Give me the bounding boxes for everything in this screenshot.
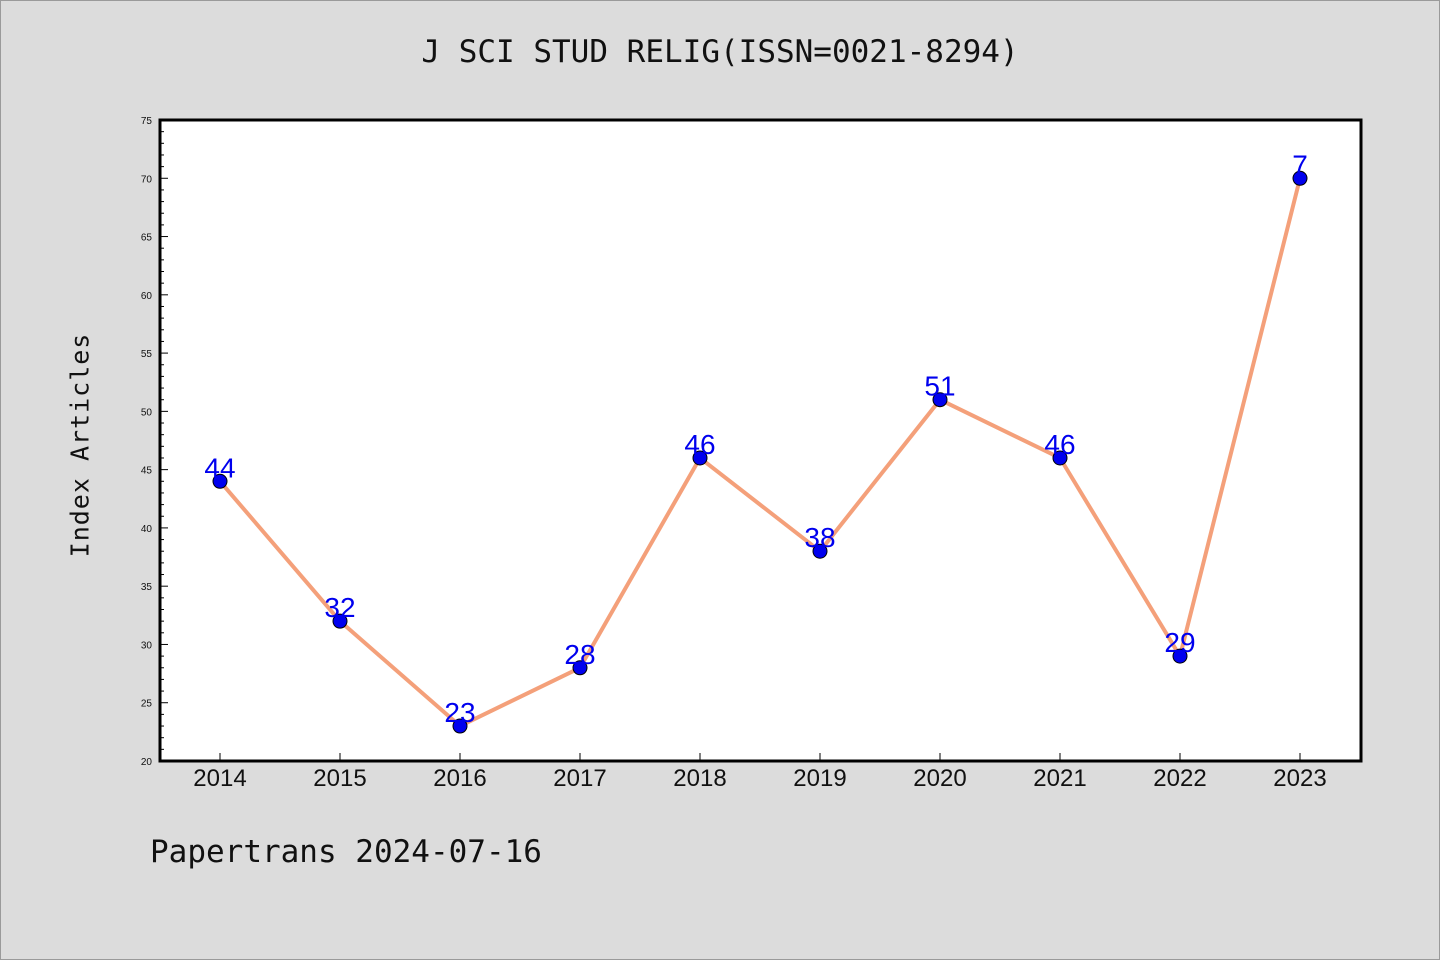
data-point [692,450,708,466]
data-point [812,543,828,559]
y-tick-label: 55 [141,349,153,360]
x-tick-label: 2014 [193,765,246,792]
data-point [332,613,348,629]
x-tick-label: 2019 [793,765,846,792]
data-label: 28 [564,639,595,670]
y-tick-label: 70 [141,174,153,185]
data-label: 7 [1292,149,1308,180]
x-tick-label: 2020 [913,765,966,792]
x-axis: 2014 2015 2016 2017 2018 2019 2020 2021 2022 2023 [193,753,1327,792]
data-label: 44 [204,452,235,483]
y-tick-label: 45 [141,466,153,477]
y-tick-label: 25 [141,699,153,710]
data-point [932,392,948,408]
data-label: 29 [1164,627,1195,658]
data-label: 46 [684,429,715,460]
data-point [212,473,228,489]
footer-note: Papertrans 2024-07-16 [150,834,542,870]
y-tick-label: 60 [141,291,153,302]
series-line [218,177,1302,729]
y-tick-label: 40 [141,524,153,535]
data-point [572,660,588,676]
data-point [1172,648,1188,664]
data-label: 51 [924,371,955,402]
y-tick-label: 75 [141,116,153,127]
x-tick-label: 2018 [673,765,726,792]
data-point [1292,170,1308,186]
data-label: 32 [324,592,355,623]
plot-area [158,118,1363,763]
y-tick-label: 50 [141,407,153,418]
y-tick-label: 30 [141,640,153,651]
x-tick-label: 2023 [1273,765,1326,792]
y-tick-label: 20 [141,757,153,768]
data-label: 46 [1044,429,1075,460]
y-tick-label: 65 [141,233,153,244]
x-tick-label: 2021 [1033,765,1086,792]
x-tick-label: 2015 [313,765,366,792]
y-tick-label: 35 [141,582,153,593]
data-label: 38 [804,522,835,553]
x-tick-label: 2016 [433,765,486,792]
data-point [1052,450,1068,466]
chart-title: J SCI STUD RELIG(ISSN=0021-8294) [421,34,1019,70]
data-point [452,718,468,734]
data-label: 23 [444,697,475,728]
x-tick-label: 2022 [1153,765,1206,792]
y-axis: 20 25 30 35 40 45 50 55 60 65 70 75 [141,116,168,768]
x-tick-label: 2017 [553,765,606,792]
